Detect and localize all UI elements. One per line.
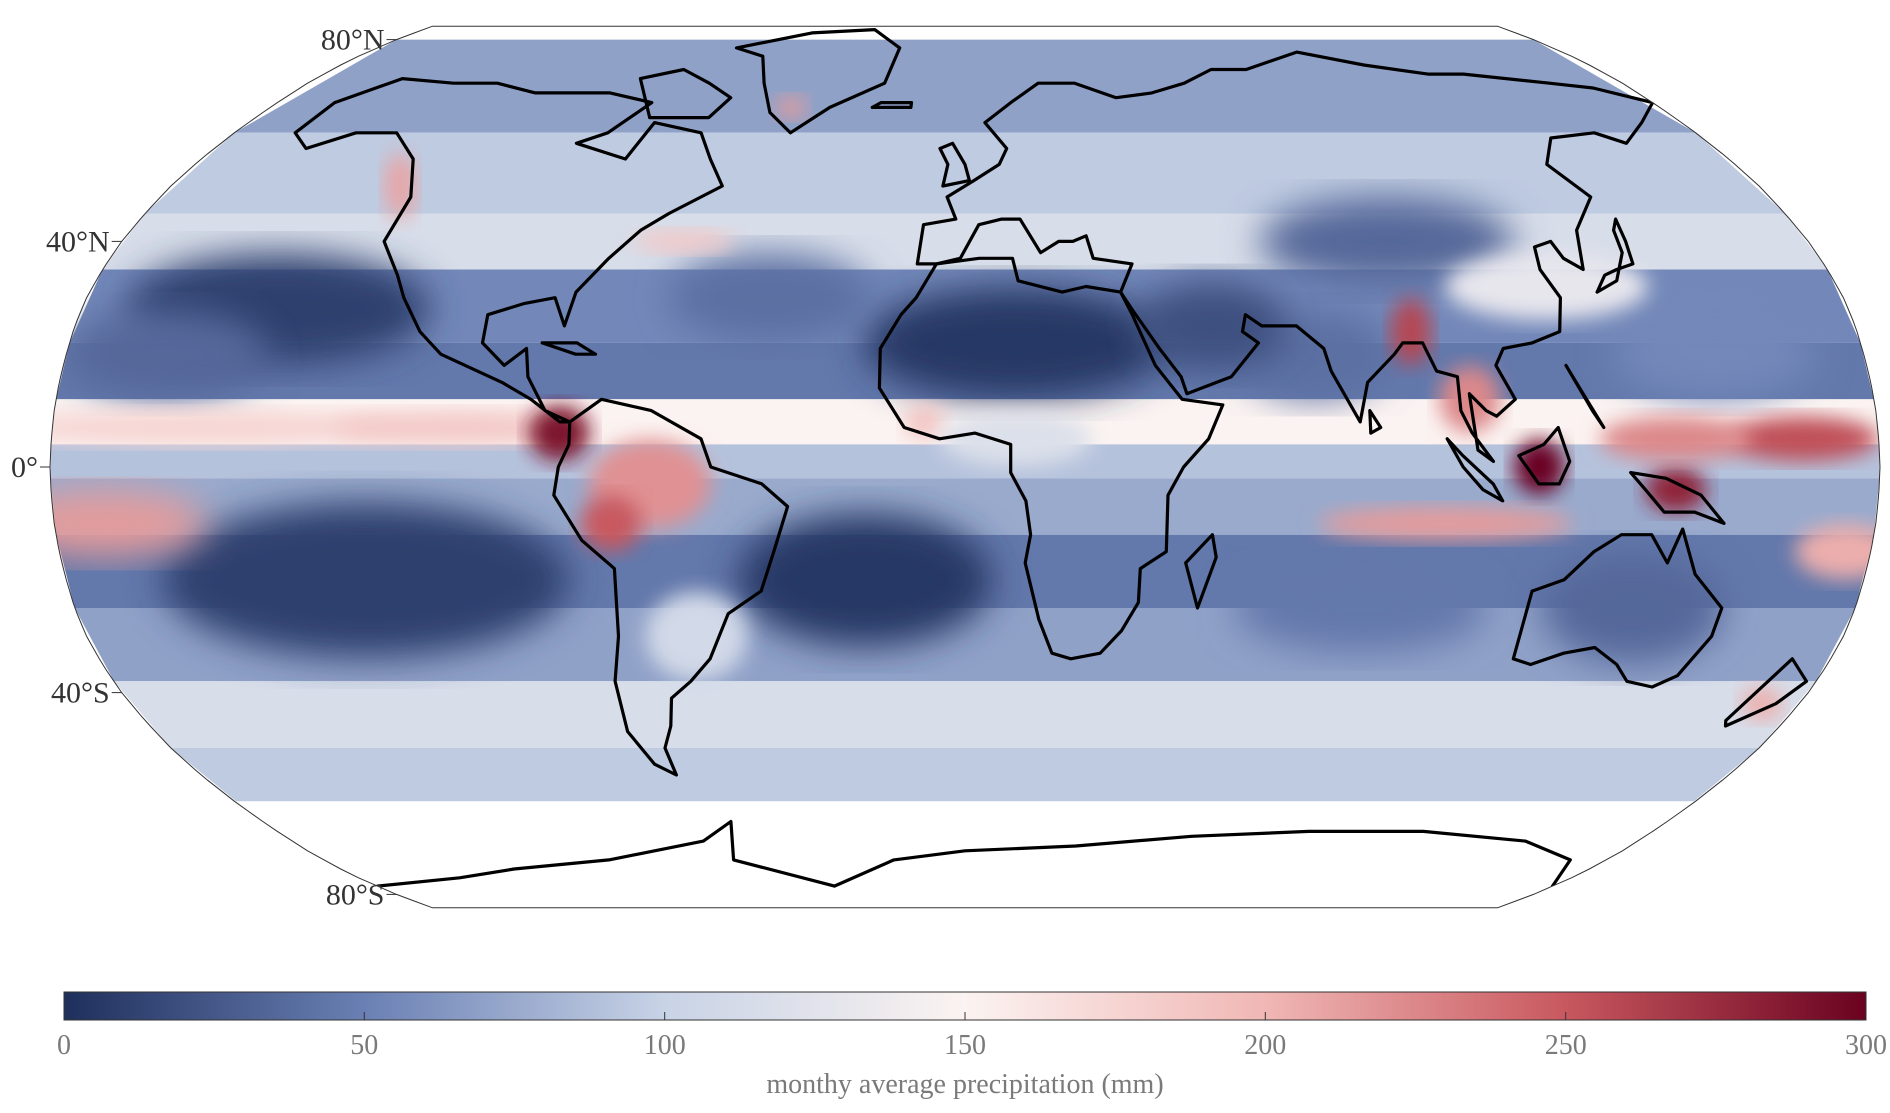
coastline-south-america: [552, 397, 790, 777]
coastline-greenland: [734, 28, 902, 135]
colorbar-tick-label: 50: [350, 1030, 378, 1061]
precipitation-anomaly: [1599, 416, 1752, 461]
coastline-philippines: [1564, 363, 1606, 430]
zonal-band: [145, 132, 1785, 214]
precipitation-anomaly: [668, 253, 872, 343]
zonal-band: [50, 444, 1880, 479]
precipitation-anomaly: [50, 410, 408, 445]
precipitation-anomaly: [1645, 467, 1707, 512]
coastline-new-guinea: [1629, 471, 1726, 525]
colorbar-tick-label: 250: [1545, 1030, 1587, 1061]
zonal-band: [170, 748, 1760, 802]
coastline-borneo: [1517, 425, 1572, 486]
coastline-uk: [938, 141, 971, 188]
coastline-cuba: [540, 341, 598, 356]
colorbar-tick-label: 200: [1244, 1030, 1286, 1061]
colorbar-tick-label: 100: [644, 1030, 686, 1061]
coastline-north-america: [293, 77, 724, 424]
coastline-australia: [1511, 527, 1724, 689]
precipitation-anomaly: [580, 495, 642, 552]
precipitation-anomaly: [1541, 552, 1725, 664]
precipitation-anomaly: [645, 591, 748, 681]
coastline-africa: [877, 256, 1225, 661]
colorbar-tick-label: 150: [944, 1030, 986, 1061]
zonal-band: [234, 39, 1696, 133]
precipitation-anomaly: [862, 287, 1168, 399]
coastlines: [293, 28, 1809, 888]
precipitation-anomaly: [1444, 253, 1649, 320]
latitude-label: 0°: [11, 451, 38, 484]
colorbar-label: monthy average precipitation (mm): [766, 1069, 1163, 1100]
colorbar-tick-label: 0: [57, 1030, 71, 1061]
precipitation-anomaly: [1136, 281, 1289, 371]
colorbar-ticks: 0 50 100 150 200 250 300: [57, 1012, 1887, 1061]
precipitation-anomaly: [1612, 309, 1816, 399]
precipitation-anomaly: [50, 490, 207, 557]
coastline-antarctica: [375, 819, 1572, 888]
latitude-label: 40°N: [46, 225, 110, 258]
precipitation-anomaly: [738, 513, 993, 647]
coastline-madagascar: [1184, 533, 1218, 610]
coastline-iceland: [870, 101, 914, 109]
precipitation-anomaly: [1318, 506, 1573, 541]
coastline-new-zealand: [1723, 657, 1809, 728]
coastline-sri-lanka: [1368, 409, 1383, 435]
precipitation-anomaly: [633, 230, 735, 253]
precipitation-anomaly: [330, 410, 586, 445]
precipitation-anomaly: [939, 411, 1093, 467]
latitude-label: 40°S: [51, 677, 110, 710]
precipitation-anomaly: [775, 96, 807, 119]
precipitation-field: [50, 39, 1880, 802]
precipitation-anomaly: [1233, 563, 1488, 653]
latitude-label: 80°N: [321, 24, 385, 57]
precipitation-anomaly: [1726, 416, 1879, 461]
coastline-japan: [1595, 217, 1635, 294]
latitude-labels: 80°N 40°N 0° 40°S 80°S: [11, 24, 397, 911]
coastline-eurasia: [915, 50, 1655, 463]
colorbar-tick-label: 300: [1845, 1030, 1887, 1061]
colorbar: 0 50 100 150 200 250 300 monthy average precip…: [57, 991, 1887, 1100]
precipitation-anomaly: [162, 501, 570, 658]
coastline-sumatra: [1445, 437, 1505, 503]
latitude-label: 80°S: [326, 878, 385, 911]
zonal-band: [114, 681, 1816, 748]
precipitation-anomaly: [1259, 196, 1514, 286]
precipitation-anomaly: [64, 309, 268, 399]
coastline-baffin: [638, 67, 733, 120]
precipitation-anomaly: [1390, 298, 1432, 365]
map-outline: [49, 25, 1881, 909]
